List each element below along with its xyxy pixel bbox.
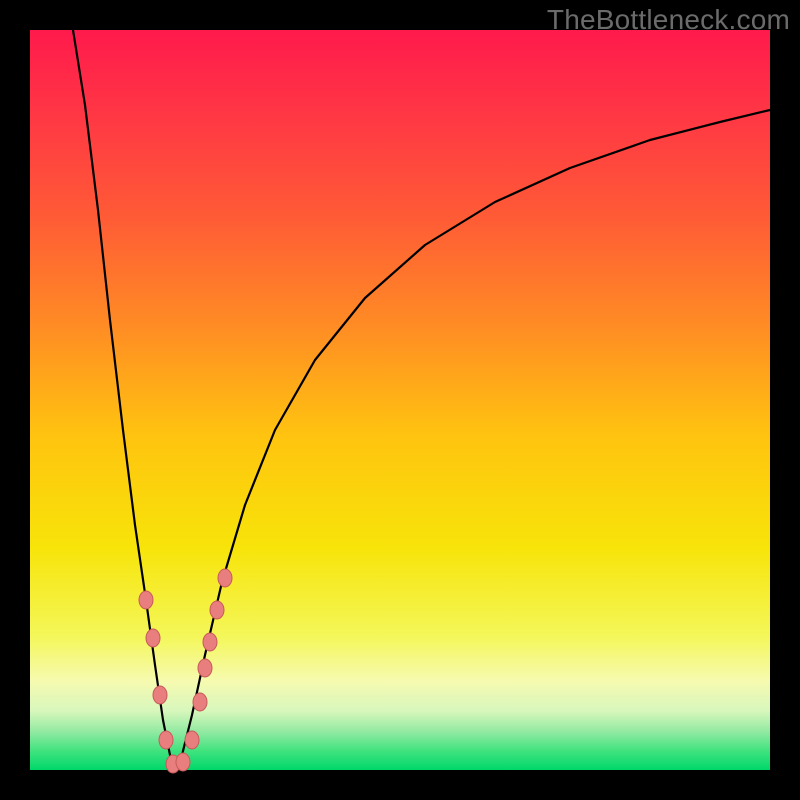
marker-point	[203, 633, 217, 651]
marker-point	[159, 731, 173, 749]
marker-point	[146, 629, 160, 647]
marker-point	[185, 731, 199, 749]
marker-point	[176, 753, 190, 771]
marker-point	[210, 601, 224, 619]
marker-point	[153, 686, 167, 704]
plot-area	[30, 30, 770, 770]
chart-svg-container	[0, 0, 800, 800]
watermark-text: TheBottleneck.com	[547, 4, 790, 36]
chart-root: TheBottleneck.com	[0, 0, 800, 800]
chart-svg	[0, 0, 800, 800]
marker-point	[139, 591, 153, 609]
marker-point	[198, 659, 212, 677]
marker-point	[193, 693, 207, 711]
marker-point	[218, 569, 232, 587]
